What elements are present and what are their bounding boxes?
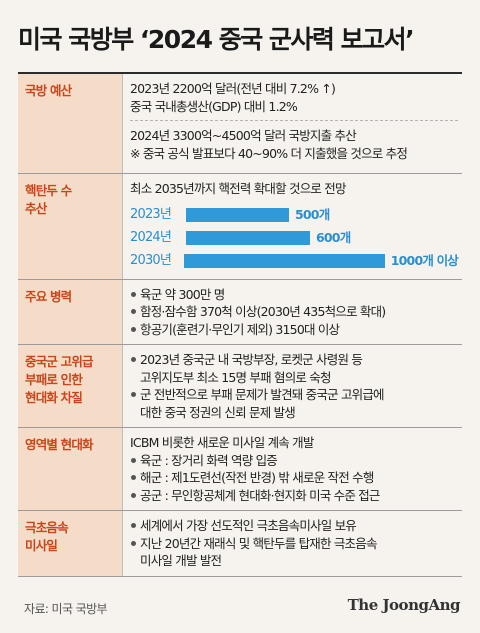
row-label: 주요 병력 [18, 279, 122, 344]
bar-row: 2023년 500개 [130, 204, 458, 227]
row-hypersonic: 극초음속 미사일 세계에서 가장 선도적인 극초음속미사일 보유 지난 20년간… [18, 511, 462, 577]
list-item: 육군 약 300만 명 [130, 286, 458, 304]
text-line: 2023년 중국군 내 국방부장, 로켓군 사령원 등 [140, 352, 363, 367]
label-line: 미사일 [25, 538, 58, 553]
label-line: 현대화 차질 [25, 390, 83, 405]
list-item: 세계에서 가장 선도적인 극초음속미사일 보유 [130, 517, 458, 535]
page-title: 미국 국방부 ‘2024 중국 군사력 보고서’ [18, 25, 415, 54]
list-item: 군 전반적으로 부패 문제가 발견돼 중국군 고위급에 대한 중국 정권의 신뢰… [130, 386, 458, 421]
row-label: 국방 예산 [18, 74, 122, 173]
row-content: 최소 2035년까지 핵전력 확대할 것으로 전망 2023년 500개 2024년… [122, 174, 462, 279]
row-label: 극초음속 미사일 [18, 511, 122, 576]
row-label: 영역별 현대화 [18, 428, 122, 510]
list-item: 2023년 중국군 내 국방부장, 로켓군 사령원 등 고위지도부 최소 15명… [130, 351, 458, 386]
list-item: 해군 : 제1도련선(작전 반경) 밖 새로운 작전 수행 [130, 469, 458, 487]
row-modernization: 영역별 현대화 ICBM 비롯한 새로운 미사일 계속 개발 육군 : 장거리 … [18, 428, 462, 511]
row-content: 2023년 2200억 달러(전년 대비 7.2% ↑) 중국 국내총생산(GD… [122, 74, 462, 173]
text-line: 고위지도부 최소 15명 부패 혐의로 숙청 [140, 369, 331, 385]
bar [184, 254, 385, 268]
row-content: 육군 약 300만 명 함정·잠수함 370척 이상(2030년 435척으로 … [122, 279, 462, 344]
budget-block-2024: 2024년 3300억~4500억 달러 국방지출 추산 ※ 중국 공식 발표보… [130, 120, 458, 167]
list-item: 공군 : 무인항공체계 현대화·현지화 미국 수준 접근 [130, 487, 458, 505]
row-nuclear: 핵탄두 수 추산 최소 2035년까지 핵전력 확대할 것으로 전망 2023년… [18, 174, 462, 280]
bar [186, 208, 289, 222]
label-line: 극초음속 [25, 520, 69, 535]
label-line: 추산 [25, 201, 47, 216]
bar-value-label: 1000개 이상 [390, 253, 459, 269]
row-corruption: 중국군 고위급 부패로 인한 현대화 차질 2023년 중국군 내 국방부장, … [18, 345, 462, 428]
label-line: 부패로 인한 [25, 372, 83, 387]
text-line: 중국 국내총생산(GDP) 대비 1.2% [130, 98, 298, 114]
row-label: 핵탄두 수 추산 [18, 174, 122, 279]
list-item: 지난 20년간 재래식 및 핵탄두를 탑재한 극초음속 미사일 개발 발전 [130, 535, 458, 570]
row-label: 중국군 고위급 부패로 인한 현대화 차질 [18, 345, 122, 427]
label-line: 핵탄두 수 [25, 183, 72, 198]
bar-row: 2024년 600개 [130, 227, 458, 250]
text-line: 2024년 3300억~4500억 달러 국방지출 추산 [130, 128, 357, 143]
list-item: 육군 : 장거리 화력 역량 입증 [130, 452, 458, 470]
text-line: 군 전반적으로 부패 문제가 발견돼 중국군 고위급에 [140, 387, 385, 402]
source-note: 자료: 미국 국방부 [24, 602, 108, 616]
budget-block-2023: 2023년 2200억 달러(전년 대비 7.2% ↑) 중국 국내총생산(GD… [130, 80, 458, 120]
bar-value-label: 500개 [295, 207, 330, 223]
summary-table: 국방 예산 2023년 2200억 달러(전년 대비 7.2% ↑) 중국 국내… [18, 72, 462, 577]
warhead-bar-chart: 2023년 500개 2024년 600개 2030년 1000개 이상 [130, 204, 459, 273]
bar-category-label: 2023년 [130, 207, 172, 223]
row-content: 2023년 중국군 내 국방부장, 로켓군 사령원 등 고위지도부 최소 15명… [122, 345, 462, 427]
label-line: 중국군 고위급 [25, 354, 94, 369]
text-line: 미사일 개발 발전 [140, 553, 222, 568]
text-line: ※ 중국 공식 발표보다 40~90% 더 지출했을 것으로 추정 [130, 145, 408, 161]
row-content: ICBM 비롯한 새로운 미사일 계속 개발 육군 : 장거리 화력 역량 입증… [122, 428, 462, 510]
text-line: 지난 20년간 재래식 및 핵탄두를 탑재한 극초음속 [140, 535, 377, 551]
bar [186, 231, 310, 245]
bar-category-label: 2030년 [130, 253, 172, 269]
text-line: 대한 중국 정권의 신뢰 문제 발생 [140, 404, 296, 420]
list-item: 항공기(훈련기·무인기 제외) 3150대 이상 [130, 321, 458, 339]
bar-row: 2030년 1000개 이상 [130, 250, 459, 273]
modern-headline: ICBM 비롯한 새로운 미사일 계속 개발 [130, 435, 314, 450]
bar-value-label: 600개 [316, 230, 351, 246]
row-content: 세계에서 가장 선도적인 극초음속미사일 보유 지난 20년간 재래식 및 핵탄… [122, 511, 462, 576]
row-forces: 주요 병력 육군 약 300만 명 함정·잠수함 370척 이상(2030년 4… [18, 279, 462, 345]
bar-category-label: 2024년 [130, 230, 172, 246]
publisher-logo: The JoongAng [347, 596, 461, 614]
list-item: 함정·잠수함 370척 이상(2030년 435척으로 확대) [130, 303, 458, 321]
text-line: 2023년 2200억 달러(전년 대비 7.2% ↑) [130, 81, 336, 96]
nuclear-headline: 최소 2035년까지 핵전력 확대할 것으로 전망 [130, 181, 346, 196]
row-budget: 국방 예산 2023년 2200억 달러(전년 대비 7.2% ↑) 중국 국내… [18, 74, 462, 174]
